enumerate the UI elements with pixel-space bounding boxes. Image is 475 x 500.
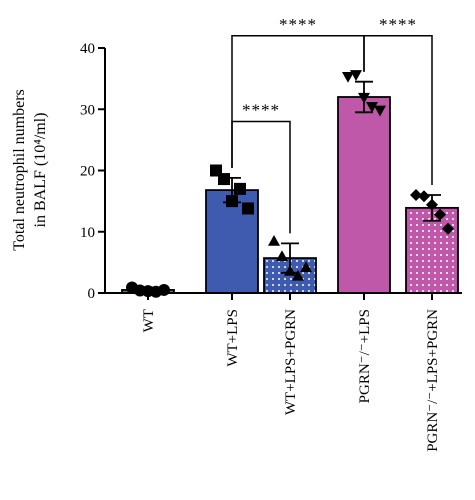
y-axis-label-line1: Total neutrophil numbers: [11, 89, 28, 251]
y-tick-label-20: 20: [80, 164, 95, 180]
data-point-4-1: [342, 71, 354, 83]
y-axis-label: Total neutrophil numbers in BALF (10⁴/ml…: [11, 89, 49, 251]
data-point-3-5: [300, 261, 312, 273]
data-point-4-4: [366, 102, 378, 113]
y-tick-label-40: 40: [80, 41, 95, 57]
category-label-1: WT: [141, 309, 157, 332]
data-point-1-5: [158, 283, 170, 296]
data-point-2-3: [226, 195, 238, 208]
axes-layer: 0 10 20 30 40: [80, 41, 462, 302]
data-point-4-5: [374, 105, 386, 117]
bar-5: [405, 206, 459, 294]
significance-bracket-3: [363, 35, 433, 185]
data-point-4-2: [350, 70, 362, 81]
data-points-layer: [126, 70, 454, 298]
category-label-5: PGRN⁻/⁻+LPS+PGRN: [425, 309, 441, 452]
data-point-5-4: [434, 208, 446, 221]
category-label-3: WT+LPS+PGRN: [283, 309, 299, 415]
y-tick-label-0: 0: [88, 286, 96, 302]
data-point-2-5: [242, 202, 254, 215]
significance-label-2: ****: [279, 15, 317, 34]
y-axis-label-line2: in BALF (10⁴/ml): [32, 113, 49, 228]
data-point-3-3: [284, 264, 296, 276]
significance-label-1: ****: [242, 101, 280, 120]
y-tick-label-30: 30: [80, 102, 95, 118]
category-labels-layer: WT WT+LPS WT+LPS+PGRN PGRN⁻/⁻+LPS PGRN⁻/⁻+LP…: [141, 309, 441, 452]
data-point-3-2: [276, 250, 288, 262]
bar-4: [337, 96, 391, 294]
category-label-4: PGRN⁻/⁻+LPS: [357, 309, 373, 403]
data-point-5-5: [442, 222, 454, 235]
significance-label-3: ****: [379, 15, 417, 34]
data-point-3-4: [292, 269, 304, 281]
data-point-5-2: [418, 190, 430, 203]
data-point-2-4: [234, 182, 246, 195]
data-point-5-3: [426, 198, 438, 211]
data-point-2-2: [218, 173, 230, 186]
data-point-4-3: [358, 92, 370, 104]
significance-layer: **** **** ****: [231, 15, 433, 234]
data-point-3-1: [268, 234, 280, 246]
y-tick-label-10: 10: [80, 225, 95, 241]
bars-layer: [121, 96, 459, 294]
data-point-5-1: [410, 189, 422, 201]
category-label-2: WT+LPS: [225, 309, 241, 367]
